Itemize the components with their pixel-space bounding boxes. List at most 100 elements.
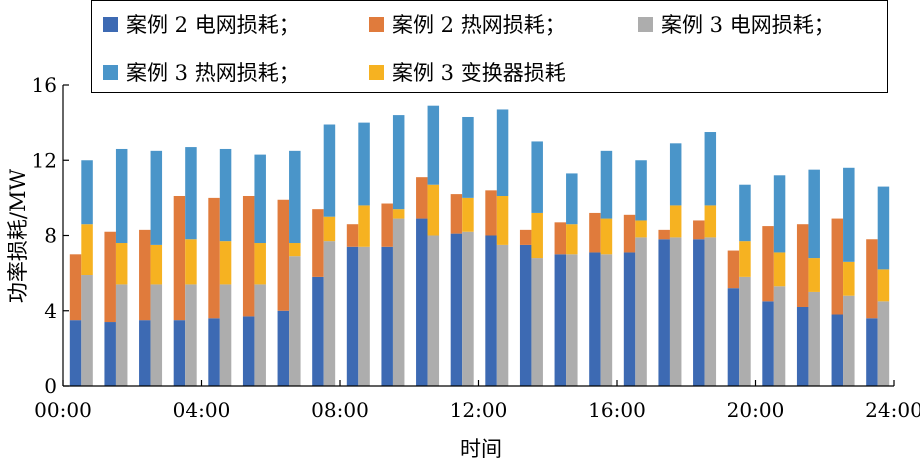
bar-segment-case2-s1-h4 [173,195,186,321]
bar-segment-case2-s0-h8 [312,276,324,386]
x-axis-title: 时间 [460,437,502,461]
bar-segment-case3-s1-h10 [392,209,405,219]
x-tick-label: 00:00 [34,398,92,422]
bar-segment-case2-s0-h17 [623,252,636,386]
bar-segment-case3-s0-h5 [219,284,232,386]
bar-segment-case3-s2-h21 [773,175,786,253]
bar-segment-case3-s1-h11 [427,184,440,236]
bar-segment-case3-s0-h9 [358,246,370,386]
bar-segment-case3-s0-h1 [81,275,93,386]
bar-segment-case2-s1-h13 [485,190,497,236]
bar-segment-case3-s0-h8 [323,241,336,386]
bar-segment-case3-s2-h13 [496,109,509,196]
bar-segment-case2-s0-h7 [277,310,290,386]
bar-segment-case2-s0-h16 [589,252,601,386]
legend-item-case3-heat-loss: 案例 3 热网损耗； [103,57,300,87]
legend: 案例 2 电网损耗； 案例 2 热网损耗； 案例 3 电网损耗； 案例 3 热网… [91,0,888,93]
bar-segment-case3-s1-h23 [843,261,855,296]
bar-segment-case2-s0-h20 [727,288,740,386]
bar-segment-case3-s2-h1 [81,160,93,225]
bar-segment-case2-s0-h14 [519,244,532,386]
bar-segment-case3-s0-h4 [185,284,197,386]
bar-segment-case3-s0-h22 [808,291,820,386]
bar-segment-case2-s1-h15 [554,222,567,255]
bar-segment-case3-s2-h5 [219,148,232,242]
bar-segment-case2-s0-h3 [139,320,151,386]
bar-segment-case3-s1-h21 [773,252,786,287]
legend-label: 案例 3 电网损耗； [661,13,835,37]
bar-segment-case2-s1-h16 [589,212,601,253]
bar-segment-case2-s0-h21 [762,301,774,386]
axes-layer: 0 4 8 12 16 00:00 04:00 08:00 12:00 16:00 20:00 24:… [32,73,920,422]
legend-item-case3-grid-loss: 案例 3 电网损耗； [638,9,835,39]
legend-item-case3-converter-loss: 案例 3 变换器损耗 [369,57,566,87]
bar-segment-case3-s2-h9 [358,122,370,206]
x-tick-label: 04:00 [173,398,231,422]
bar-segment-case3-s0-h12 [462,231,474,386]
bar-segment-case2-s1-h22 [796,224,809,307]
bar-segment-case3-s1-h20 [739,241,751,277]
bar-segment-case2-s1-h14 [519,229,532,245]
bar-segment-case2-s0-h13 [485,235,497,386]
bar-segment-case3-s1-h4 [185,239,197,285]
y-tick-label: 0 [44,374,57,398]
legend-swatch [369,64,384,80]
bar-segment-case3-s1-h16 [600,218,613,255]
bar-segment-case3-s2-h8 [323,124,336,217]
bar-segment-case3-s0-h15 [566,254,578,386]
bar-segment-case2-s1-h7 [277,199,290,311]
legend-label: 案例 3 热网损耗； [126,61,300,85]
bar-segment-case3-s1-h24 [877,269,890,302]
bar-segment-case2-s1-h18 [658,229,670,240]
bar-segment-case3-s1-h2 [115,243,128,285]
bar-segment-case3-s1-h14 [531,212,543,259]
bar-segment-case2-s1-h20 [727,250,740,289]
bar-segment-case2-s0-h4 [173,320,186,386]
bar-segment-case3-s2-h2 [115,148,128,244]
bar-segment-case2-s1-h17 [623,214,636,253]
bar-segment-case2-s0-h23 [831,314,844,386]
bar-segment-case3-s1-h18 [669,205,682,238]
bar-segment-case3-s1-h22 [808,258,820,292]
x-tick-label: 24:00 [865,398,920,422]
bar-segment-case2-s0-h15 [554,254,567,386]
bar-segment-case3-s0-h2 [115,284,128,386]
y-tick-label: 4 [44,299,57,323]
legend-label: 案例 3 变换器损耗 [392,61,566,85]
bar-segment-case2-s1-h9 [346,224,359,247]
y-tick-label: 12 [32,148,57,172]
bar-segment-case2-s0-h18 [658,239,670,386]
y-tick-label: 16 [32,73,57,97]
y-axis-title: 功率损耗/MW [6,169,30,304]
bar-segment-case3-s2-h11 [427,105,440,185]
bar-segment-case2-s0-h1 [69,320,82,386]
bar-segment-case2-s1-h10 [381,203,393,247]
legend-swatch [103,64,118,80]
bar-segment-case2-s1-h2 [104,231,116,323]
bar-segment-case2-s1-h1 [69,254,82,321]
legend-label: 案例 2 电网损耗； [126,13,300,37]
bar-segment-case3-s1-h5 [219,241,232,285]
x-tick-label: 12:00 [450,398,508,422]
bar-segment-case3-s2-h7 [289,150,301,244]
legend-item-case2-heat-loss: 案例 2 热网损耗； [369,9,566,39]
bar-segment-case3-s0-h24 [877,301,890,386]
bar-segment-case3-s0-h6 [254,284,266,386]
bar-segment-case3-s0-h13 [496,244,509,386]
bar-segment-case2-s1-h21 [762,226,774,302]
bar-segment-case3-s1-h8 [323,216,336,242]
bar-segment-case3-s2-h6 [254,154,266,244]
bar-segment-case3-s2-h22 [808,169,820,259]
legend-swatch [103,16,118,32]
bar-segment-case3-s2-h10 [392,115,405,210]
bar-segment-case3-s1-h6 [254,243,266,285]
bar-segment-case3-s0-h18 [669,237,682,386]
x-tick-label: 08:00 [311,398,369,422]
bar-segment-case3-s0-h7 [289,256,301,386]
bar-segment-case3-s1-h15 [566,224,578,255]
bar-segment-case2-s0-h6 [242,316,255,386]
bar-segment-case3-s0-h19 [704,237,717,386]
bar-segment-case2-s1-h8 [312,209,324,277]
bar-segment-case2-s1-h6 [242,195,255,317]
bar-segment-case3-s0-h20 [739,276,751,386]
